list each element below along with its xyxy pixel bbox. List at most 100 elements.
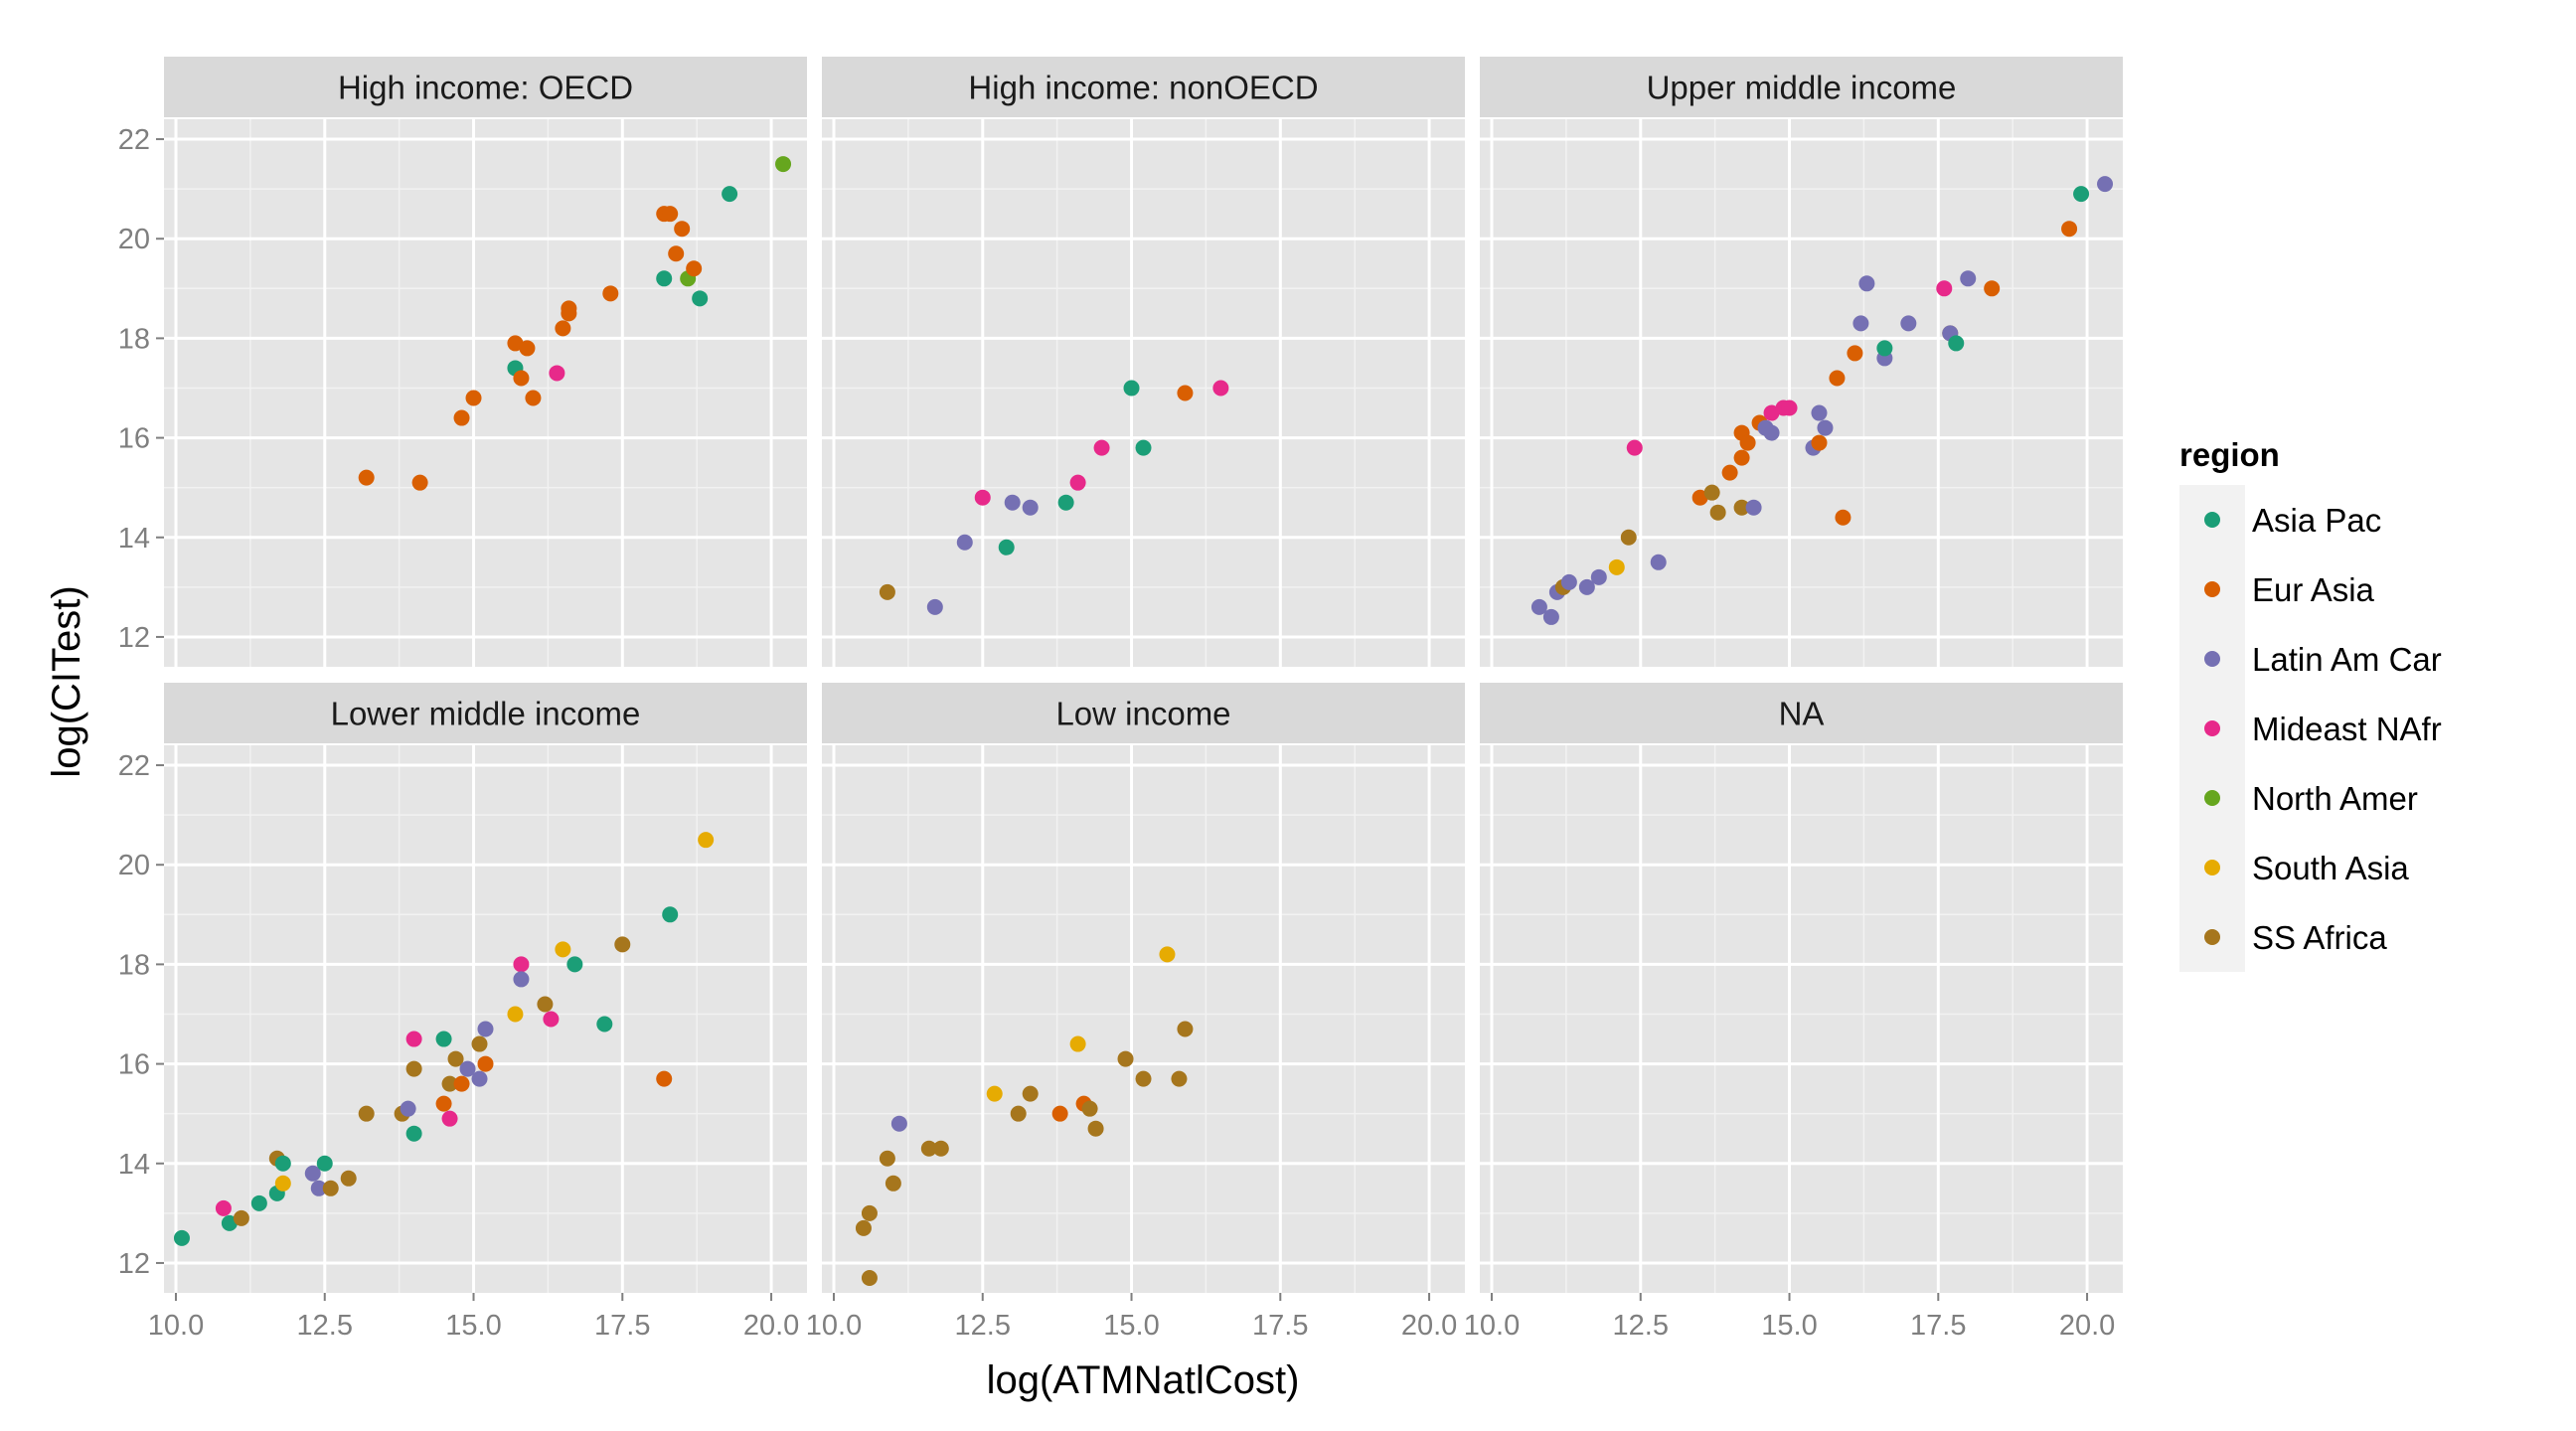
data-point <box>861 1269 878 1286</box>
data-point <box>447 1050 464 1067</box>
data-point <box>1159 946 1176 963</box>
x-tick-label: 15.0 <box>445 1310 501 1342</box>
legend-entry: North Amer <box>2179 763 2418 833</box>
y-tick-label: 22 <box>118 124 150 156</box>
data-point <box>566 956 583 973</box>
data-point <box>2073 186 2090 203</box>
data-point <box>233 1209 249 1226</box>
data-point <box>1069 1035 1086 1052</box>
facet-strip-label: Upper middle income <box>1647 70 1957 106</box>
data-point <box>310 1180 327 1196</box>
x-tick-label: 15.0 <box>1761 1310 1817 1342</box>
y-tick-label: 14 <box>118 523 150 555</box>
x-tick-label: 15.0 <box>1103 1310 1159 1342</box>
data-point <box>722 186 738 203</box>
data-point <box>1733 449 1750 466</box>
data-point <box>1590 568 1607 585</box>
data-point <box>1703 484 1720 501</box>
data-point <box>465 390 482 406</box>
legend-entry: Asia Pac <box>2179 485 2381 555</box>
facet-strip-label: Lower middle income <box>331 696 641 732</box>
facet-strip-label: High income: OECD <box>338 70 633 106</box>
data-point <box>879 583 895 600</box>
x-tick-label: 10.0 <box>148 1310 204 1342</box>
data-point <box>1530 598 1547 615</box>
data-point <box>1829 370 1846 387</box>
facet-strip <box>1480 57 2123 117</box>
data-point <box>926 598 943 615</box>
data-point <box>1763 424 1780 441</box>
data-point <box>1608 558 1625 575</box>
data-point <box>555 941 571 958</box>
x-tick-label: 17.5 <box>1910 1310 1966 1342</box>
y-axis-title: log(CITest) <box>45 585 88 777</box>
plot-background <box>822 745 1465 1293</box>
data-point <box>549 365 565 382</box>
facet-panel: Upper middle income <box>1480 57 2123 667</box>
x-tick-label: 10.0 <box>1464 1310 1520 1342</box>
legend-key-swatch <box>2204 929 2220 945</box>
data-point <box>1739 434 1756 451</box>
data-point <box>668 245 685 262</box>
data-point <box>215 1199 232 1216</box>
data-point <box>1177 385 1194 401</box>
x-tick-label: 12.5 <box>955 1310 1011 1342</box>
x-axis-title: log(ATMNatlCost) <box>987 1358 1300 1402</box>
data-point <box>1835 509 1852 526</box>
y-tick-label: 16 <box>118 1049 150 1081</box>
x-tick-label: 12.5 <box>297 1310 353 1342</box>
data-point <box>411 474 428 491</box>
data-point <box>1542 608 1559 625</box>
legend-key-swatch <box>2204 651 2220 667</box>
data-point <box>1811 404 1828 421</box>
data-point <box>775 156 792 173</box>
data-point <box>1709 504 1726 521</box>
legend-entry-label: Latin Am Car <box>2252 641 2442 678</box>
data-point <box>1650 554 1667 570</box>
x-tick-label: 10.0 <box>806 1310 862 1342</box>
data-point <box>1177 1021 1194 1037</box>
data-point <box>1852 315 1869 332</box>
data-point <box>274 1175 291 1192</box>
panels-layer: High income: OECD High income: nonOECD Upp… <box>164 57 2123 1293</box>
facet-panel: NA <box>1480 683 2123 1293</box>
data-point <box>358 1105 375 1122</box>
legend-key-swatch <box>2204 720 2220 736</box>
data-point <box>316 1155 333 1172</box>
data-point <box>525 390 542 406</box>
data-point <box>855 1219 872 1236</box>
data-point <box>1984 280 2001 297</box>
data-point <box>1578 578 1595 595</box>
facet-strip-label: Low income <box>1055 696 1230 732</box>
data-point <box>885 1175 901 1192</box>
data-point <box>1087 1120 1104 1137</box>
data-point <box>519 340 536 357</box>
axes-layer: 12 14 16 18 20 22 12 14 16 18 20 22 10.0 12.5 15.0 17.5… <box>118 124 2116 1342</box>
facet-panel: Low income <box>822 683 1465 1293</box>
facet-strip <box>822 683 1465 743</box>
x-tick-label: 17.5 <box>1252 1310 1308 1342</box>
data-point <box>890 1115 907 1132</box>
data-point <box>656 1070 673 1087</box>
data-point <box>173 1229 190 1246</box>
facet-strip <box>1480 683 2123 743</box>
data-point <box>221 1214 238 1231</box>
data-point <box>1212 380 1229 397</box>
data-point <box>1948 335 1965 352</box>
legend-entry: Mideast NAfr <box>2179 694 2442 763</box>
data-point <box>920 1140 937 1157</box>
legend-entry-label: Mideast NAfr <box>2252 711 2442 747</box>
data-point <box>1022 1085 1039 1102</box>
data-point <box>1763 404 1780 421</box>
data-point <box>932 1140 949 1157</box>
data-point <box>513 956 530 973</box>
data-point <box>602 285 619 302</box>
data-point <box>1847 345 1863 362</box>
data-point <box>537 996 554 1013</box>
data-point <box>358 469 375 486</box>
data-point <box>1745 499 1762 516</box>
data-point <box>596 1016 613 1033</box>
data-point <box>1721 464 1738 481</box>
legend-key-swatch <box>2204 512 2220 528</box>
